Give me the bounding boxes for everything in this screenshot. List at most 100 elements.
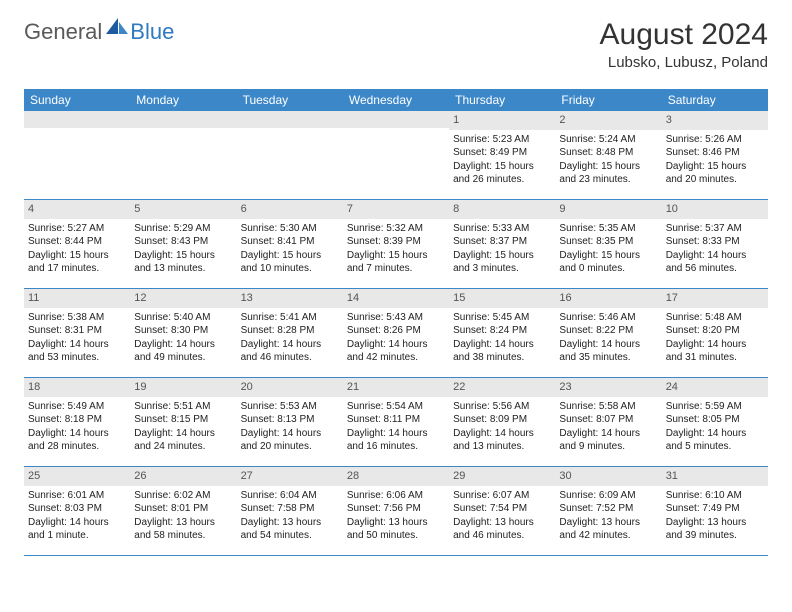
- calendar: SundayMondayTuesdayWednesdayThursdayFrid…: [24, 89, 768, 556]
- sunrise-text: Sunrise: 5:49 AM: [28, 400, 126, 414]
- day-cell: [237, 111, 343, 199]
- sunrise-text: Sunrise: 5:51 AM: [134, 400, 232, 414]
- day-number: 26: [130, 467, 236, 486]
- day-number: 25: [24, 467, 130, 486]
- sunrise-text: Sunrise: 5:38 AM: [28, 311, 126, 325]
- location: Lubsko, Lubusz, Poland: [600, 54, 768, 71]
- day-cell: 27Sunrise: 6:04 AMSunset: 7:58 PMDayligh…: [237, 467, 343, 555]
- sunset-text: Sunset: 7:49 PM: [666, 502, 764, 516]
- day-cell: 24Sunrise: 5:59 AMSunset: 8:05 PMDayligh…: [662, 378, 768, 466]
- day-cell: 31Sunrise: 6:10 AMSunset: 7:49 PMDayligh…: [662, 467, 768, 555]
- day-cell: 8Sunrise: 5:33 AMSunset: 8:37 PMDaylight…: [449, 200, 555, 288]
- day-cell: 10Sunrise: 5:37 AMSunset: 8:33 PMDayligh…: [662, 200, 768, 288]
- weeks-container: 1Sunrise: 5:23 AMSunset: 8:49 PMDaylight…: [24, 111, 768, 556]
- sunset-text: Sunset: 8:26 PM: [347, 324, 445, 338]
- daylight-text: Daylight: 13 hours and 58 minutes.: [134, 516, 232, 543]
- daylight-text: Daylight: 14 hours and 56 minutes.: [666, 249, 764, 276]
- sunrise-text: Sunrise: 5:56 AM: [453, 400, 551, 414]
- day-cell: 23Sunrise: 5:58 AMSunset: 8:07 PMDayligh…: [555, 378, 661, 466]
- day-cell: 17Sunrise: 5:48 AMSunset: 8:20 PMDayligh…: [662, 289, 768, 377]
- daylight-text: Daylight: 14 hours and 9 minutes.: [559, 427, 657, 454]
- day-info: Sunrise: 6:09 AMSunset: 7:52 PMDaylight:…: [557, 489, 659, 543]
- week-row: 25 Sunrise: 6:01 AMSunset: 8:03 PMDayligh…: [24, 467, 768, 556]
- sunset-text: Sunset: 8:46 PM: [666, 146, 764, 160]
- daylight-text: Daylight: 15 hours and 13 minutes.: [134, 249, 232, 276]
- day-number: 16: [555, 289, 661, 308]
- sunrise-text: Sunrise: 5:41 AM: [241, 311, 339, 325]
- day-cell: 26Sunrise: 6:02 AMSunset: 8:01 PMDayligh…: [130, 467, 236, 555]
- sunset-text: Sunset: 8:22 PM: [559, 324, 657, 338]
- day-header-monday: Monday: [130, 89, 236, 111]
- day-number: 10: [662, 200, 768, 219]
- sunset-text: Sunset: 7:56 PM: [347, 502, 445, 516]
- week-row: 1Sunrise: 5:23 AMSunset: 8:49 PMDaylight…: [24, 111, 768, 200]
- day-cell: 13Sunrise: 5:41 AMSunset: 8:28 PMDayligh…: [237, 289, 343, 377]
- day-info: Sunrise: 5:29 AMSunset: 8:43 PMDaylight:…: [132, 222, 234, 276]
- day-cell: [24, 111, 130, 199]
- day-header-thursday: Thursday: [449, 89, 555, 111]
- day-info: Sunrise: 5:58 AMSunset: 8:07 PMDaylight:…: [557, 400, 659, 454]
- sunrise-text: Sunrise: 5:53 AM: [241, 400, 339, 414]
- day-number: 7: [343, 200, 449, 219]
- day-info: Sunrise: 6:04 AMSunset: 7:58 PMDaylight:…: [239, 489, 341, 543]
- day-cell: 12Sunrise: 5:40 AMSunset: 8:30 PMDayligh…: [130, 289, 236, 377]
- day-number: 17: [662, 289, 768, 308]
- day-number: [237, 111, 343, 128]
- daylight-text: Daylight: 15 hours and 17 minutes.: [28, 249, 126, 276]
- daylight-text: Daylight: 15 hours and 3 minutes.: [453, 249, 551, 276]
- day-number: 31: [662, 467, 768, 486]
- day-number: 30: [555, 467, 661, 486]
- day-cell: 9Sunrise: 5:35 AMSunset: 8:35 PMDaylight…: [555, 200, 661, 288]
- daylight-text: Daylight: 15 hours and 10 minutes.: [241, 249, 339, 276]
- day-number: 8: [449, 200, 555, 219]
- sunset-text: Sunset: 8:35 PM: [559, 235, 657, 249]
- day-info: Sunrise: 5:54 AMSunset: 8:11 PMDaylight:…: [345, 400, 447, 454]
- sunrise-text: Sunrise: 6:09 AM: [559, 489, 657, 503]
- sunrise-text: Sunrise: 5:59 AM: [666, 400, 764, 414]
- day-cell: 30 Sunrise: 6:09 AMSunset: 7:52 PMDayligh…: [555, 467, 661, 555]
- daylight-text: Daylight: 14 hours and 38 minutes.: [453, 338, 551, 365]
- sunrise-text: Sunrise: 5:29 AM: [134, 222, 232, 236]
- day-number: 29: [449, 467, 555, 486]
- day-info: Sunrise: 6:07 AMSunset: 7:54 PMDaylight:…: [451, 489, 553, 543]
- day-number: 18: [24, 378, 130, 397]
- sunrise-text: Sunrise: 5:35 AM: [559, 222, 657, 236]
- daylight-text: Daylight: 14 hours and 24 minutes.: [134, 427, 232, 454]
- day-number: 4: [24, 200, 130, 219]
- day-cell: 25 Sunrise: 6:01 AMSunset: 8:03 PMDayligh…: [24, 467, 130, 555]
- daylight-text: Daylight: 14 hours and 16 minutes.: [347, 427, 445, 454]
- day-cell: 19Sunrise: 5:51 AMSunset: 8:15 PMDayligh…: [130, 378, 236, 466]
- sunset-text: Sunset: 8:11 PM: [347, 413, 445, 427]
- sunset-text: Sunset: 8:28 PM: [241, 324, 339, 338]
- sunset-text: Sunset: 8:13 PM: [241, 413, 339, 427]
- week-row: 4Sunrise: 5:27 AMSunset: 8:44 PMDaylight…: [24, 200, 768, 289]
- day-info: Sunrise: 5:41 AMSunset: 8:28 PMDaylight:…: [239, 311, 341, 365]
- day-info: Sunrise: 5:53 AMSunset: 8:13 PMDaylight:…: [239, 400, 341, 454]
- day-cell: 1Sunrise: 5:23 AMSunset: 8:49 PMDaylight…: [449, 111, 555, 199]
- sunrise-text: Sunrise: 5:26 AM: [666, 133, 764, 147]
- day-header-sunday: Sunday: [24, 89, 130, 111]
- sunrise-text: Sunrise: 5:32 AM: [347, 222, 445, 236]
- sunset-text: Sunset: 7:58 PM: [241, 502, 339, 516]
- day-info: Sunrise: 5:32 AMSunset: 8:39 PMDaylight:…: [345, 222, 447, 276]
- day-number: 6: [237, 200, 343, 219]
- daylight-text: Daylight: 14 hours and 46 minutes.: [241, 338, 339, 365]
- day-cell: 20Sunrise: 5:53 AMSunset: 8:13 PMDayligh…: [237, 378, 343, 466]
- sunset-text: Sunset: 8:43 PM: [134, 235, 232, 249]
- day-number: 12: [130, 289, 236, 308]
- daylight-text: Daylight: 14 hours and 5 minutes.: [666, 427, 764, 454]
- day-info: Sunrise: 6:01 AMSunset: 8:03 PMDaylight:…: [26, 489, 128, 543]
- daylight-text: Daylight: 15 hours and 23 minutes.: [559, 160, 657, 187]
- daylight-text: Daylight: 15 hours and 0 minutes.: [559, 249, 657, 276]
- sunrise-text: Sunrise: 6:10 AM: [666, 489, 764, 503]
- sunset-text: Sunset: 8:39 PM: [347, 235, 445, 249]
- sunrise-text: Sunrise: 5:23 AM: [453, 133, 551, 147]
- day-cell: 28Sunrise: 6:06 AMSunset: 7:56 PMDayligh…: [343, 467, 449, 555]
- day-number: 11: [24, 289, 130, 308]
- sunset-text: Sunset: 8:18 PM: [28, 413, 126, 427]
- day-number: 19: [130, 378, 236, 397]
- day-info: Sunrise: 5:56 AMSunset: 8:09 PMDaylight:…: [451, 400, 553, 454]
- sunset-text: Sunset: 8:49 PM: [453, 146, 551, 160]
- sunrise-text: Sunrise: 6:02 AM: [134, 489, 232, 503]
- day-cell: 4Sunrise: 5:27 AMSunset: 8:44 PMDaylight…: [24, 200, 130, 288]
